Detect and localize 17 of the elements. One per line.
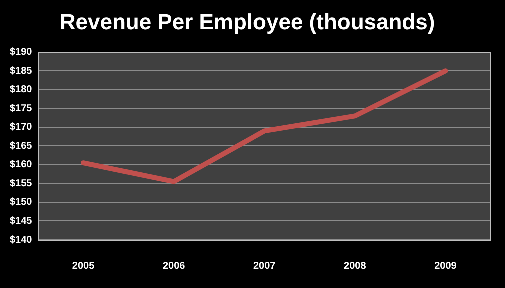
x-tick-label: 2005 [72, 260, 96, 272]
x-tick-label: 2006 [162, 260, 186, 272]
y-tick-label: $165 [10, 140, 33, 152]
y-tick-label: $160 [10, 160, 33, 171]
chart-title: Revenue Per Employee (thousands) [60, 9, 436, 34]
x-tick-label: 2007 [254, 260, 276, 272]
y-tick-label: $190 [10, 47, 33, 58]
y-tick-label: $140 [10, 234, 33, 246]
y-tick-label: $155 [10, 178, 33, 190]
y-tick-label: $175 [10, 103, 33, 114]
y-tick-label: $150 [10, 197, 33, 208]
x-tick-label: 2009 [434, 260, 458, 272]
x-tick-label: 2008 [344, 260, 367, 272]
y-tick-label: $145 [10, 216, 33, 227]
y-tick-label: $185 [10, 66, 33, 77]
y-tick-label: $180 [10, 84, 33, 96]
y-tick-label: $170 [10, 122, 33, 134]
